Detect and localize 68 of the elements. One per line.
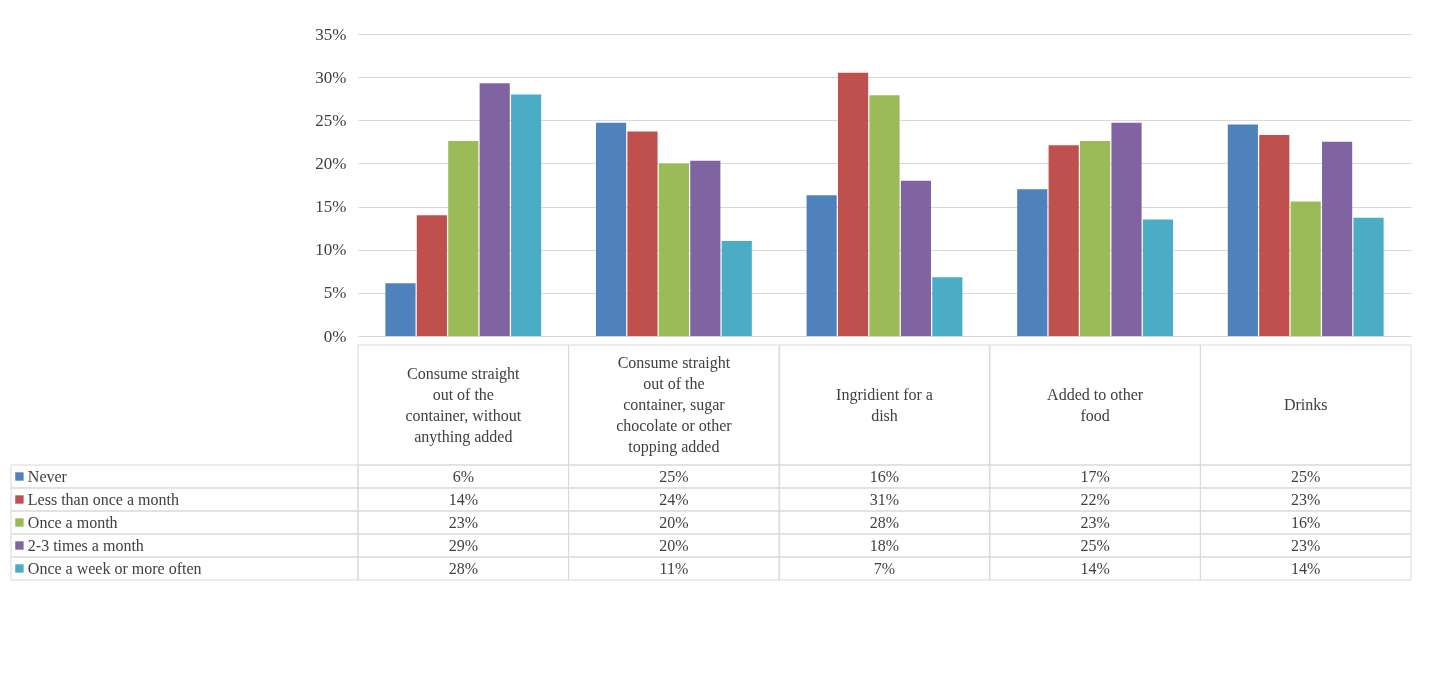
data-label: 22% <box>1080 490 1110 508</box>
bar <box>1353 217 1384 336</box>
bar <box>627 131 658 336</box>
data-label: 28% <box>448 559 478 577</box>
y-tick-label: 0% <box>323 326 347 346</box>
bar <box>1259 134 1290 336</box>
x-tick-label: Drinks <box>1283 396 1328 413</box>
bar <box>1290 201 1321 336</box>
data-label: 20% <box>659 536 689 554</box>
x-tick-label: Consume straight out of the container, without anything added <box>405 364 522 446</box>
data-label: 28% <box>869 513 900 531</box>
bar <box>385 283 416 336</box>
data-label: 25% <box>659 467 689 485</box>
data-label: 14% <box>1080 559 1110 577</box>
data-label: 7% <box>873 559 896 577</box>
data-label: 6% <box>452 467 474 485</box>
bar <box>416 215 447 336</box>
y-tick-label: 30% <box>315 67 347 87</box>
data-label: 11% <box>659 559 689 577</box>
data-label: 14% <box>448 490 478 508</box>
bar <box>595 122 627 336</box>
data-label: 14% <box>1291 559 1321 577</box>
bar <box>806 195 837 336</box>
data-label: 23% <box>1080 513 1110 531</box>
bar <box>932 277 963 336</box>
bar <box>658 163 689 336</box>
data-label: 23% <box>448 513 478 531</box>
y-tick-label: 10% <box>315 240 347 260</box>
legend-label: Never <box>27 467 68 485</box>
x-tick-label: Ingridient for a dish <box>836 385 933 424</box>
bar <box>838 72 869 336</box>
y-tick-label: 20% <box>315 153 347 173</box>
bar <box>869 95 900 336</box>
data-label: 16% <box>1291 513 1321 531</box>
bar <box>1017 189 1048 336</box>
data-label: 29% <box>448 536 478 554</box>
data-label: 25% <box>1291 467 1321 485</box>
legend-label: 2-3 times a month <box>27 536 144 554</box>
data-label: 16% <box>869 467 900 485</box>
legend-label: Once a week or more often <box>27 559 202 577</box>
bar <box>1080 140 1111 336</box>
bar <box>479 83 510 336</box>
legend-label: Less than once a month <box>27 490 179 508</box>
bar <box>448 140 479 336</box>
bar <box>1142 219 1174 336</box>
data-label: 17% <box>1080 467 1110 485</box>
bar <box>721 241 752 336</box>
data-label: 31% <box>869 490 900 508</box>
bar <box>1322 141 1353 336</box>
bar <box>1111 122 1142 336</box>
bar <box>1048 145 1079 336</box>
y-tick-label: 15% <box>315 197 347 217</box>
bar <box>900 180 931 336</box>
x-tick-label: Consume straight out of the container, sugar chocolate or other topping added <box>616 354 733 456</box>
x-tick-label: Added to other food <box>1047 385 1144 424</box>
data-label: 24% <box>659 490 689 508</box>
bar <box>1227 124 1258 336</box>
data-label: 23% <box>1291 490 1321 508</box>
bar <box>690 160 721 336</box>
y-tick-label: 35% <box>315 24 347 44</box>
data-label: 23% <box>1291 536 1321 554</box>
bar <box>511 94 542 336</box>
data-label: 20% <box>659 513 689 531</box>
y-tick-label: 25% <box>315 110 347 130</box>
data-label: 18% <box>869 536 900 554</box>
data-label: 25% <box>1080 536 1110 554</box>
y-tick-label: 5% <box>323 283 347 303</box>
legend-label: Once a month <box>27 513 118 531</box>
